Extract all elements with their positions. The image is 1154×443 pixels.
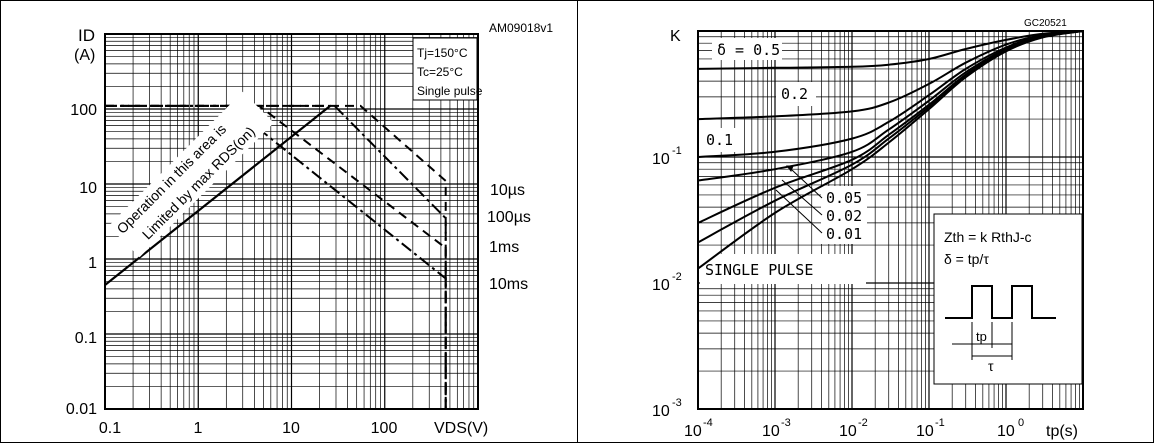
zth-xtick: 10 -1 <box>916 417 945 440</box>
zth-xtick: 10 -3 <box>762 417 791 440</box>
soa-condition-pulse: Single pulse <box>417 84 483 98</box>
zth-legend-bg <box>712 38 782 60</box>
zth-leader-arrow <box>785 165 794 172</box>
zth-leader-001 <box>775 189 823 234</box>
zth-ytick-exp: -2 <box>672 271 682 283</box>
zth-xtick-base: 10 <box>839 423 857 440</box>
zth-legend-bg <box>776 82 816 106</box>
soa-curve-label-1ms: 1ms <box>489 239 519 256</box>
zth-single-pulse-label: SINGLE PULSE <box>705 261 813 279</box>
zth-xtick-exp: -3 <box>781 417 791 429</box>
zth-legend-label-001: 0.01 <box>826 225 862 243</box>
zth-tp-label: tp <box>976 329 987 344</box>
soa-ytick: 0.01 <box>66 401 97 418</box>
zth-xtick-base: 10 <box>684 423 702 440</box>
zth-series-5 <box>697 30 1084 244</box>
soa-conditions-box <box>412 37 478 101</box>
soa-curve-label-100us: 100µs <box>487 209 531 226</box>
soa-xtick: 0.1 <box>99 420 121 437</box>
zth-formula: Zth = k RthJ-c δ = tp/τ tp τ <box>944 229 1056 374</box>
zth-legend-label-01: 0.1 <box>706 131 733 149</box>
zth-legend-label-002: 0.02 <box>826 207 862 225</box>
zth-ytick: 10 -1 <box>652 145 682 168</box>
zth-xtick-exp: -1 <box>935 417 945 429</box>
zth-series-6 <box>697 30 1084 270</box>
soa-plot-border <box>104 33 479 410</box>
soa-curve-label-10us: 10µs <box>490 182 525 199</box>
soa-xtick: 1 <box>194 420 203 437</box>
zth-ytick-base: 10 <box>652 277 670 294</box>
zth-ytick-base: 10 <box>652 403 670 420</box>
zth-formula-line1: Zth = k RthJ-c <box>944 229 1032 245</box>
soa-ytick: 10 <box>79 180 97 197</box>
zth-xtick-base: 10 <box>997 423 1015 440</box>
soa-series-0 <box>104 105 331 286</box>
soa-condition-tj: Tj=150°C <box>417 46 468 60</box>
zth-xtick: 10 0 <box>997 417 1024 440</box>
soa-ylabel: ID <box>78 26 95 45</box>
soa-ytick: 1 <box>88 255 97 272</box>
soa-series-4 <box>105 104 447 409</box>
soa-xtick: 100 <box>371 420 398 437</box>
zth-legend-label-02: 0.2 <box>781 85 808 103</box>
zth-legend-bg <box>701 128 737 152</box>
zth-formula-line2: δ = tp/τ <box>944 251 989 267</box>
zth-leader-002 <box>781 179 823 216</box>
zth-ytick: 10 -2 <box>652 271 682 294</box>
zth-single-pulse-bg <box>700 254 866 284</box>
zth-xtick-base: 10 <box>762 423 780 440</box>
soa-xlabel: VDS(V) <box>434 420 488 437</box>
zth-xtick-base: 10 <box>916 423 934 440</box>
zth-plot-border <box>697 30 1084 410</box>
zth-series-0 <box>697 30 1084 70</box>
zth-legend-bg <box>821 186 867 244</box>
soa-region-note: Operation in this area is Limited by max… <box>108 91 274 258</box>
zth-xtick: 10 -4 <box>684 417 713 440</box>
soa-condition-tc: Tc=25°C <box>417 65 463 79</box>
zth-legend-label-005: 0.05 <box>826 189 862 207</box>
zth-chart: K GC20521 δ = 0.5 0.2 0.1 0.05 0.02 0.01… <box>652 18 1084 440</box>
zth-ytick-exp: -3 <box>672 397 682 409</box>
zth-xtick-exp: -2 <box>858 417 868 429</box>
zth-legend-label-05: δ = 0.5 <box>717 41 780 59</box>
soa-ytick: 100 <box>70 102 97 119</box>
zth-xtick-exp: 0 <box>1018 417 1024 429</box>
soa-region-note-bg <box>108 91 274 258</box>
zth-xtick: 10 -2 <box>839 417 868 440</box>
zth-ytick: 10 -3 <box>652 397 682 420</box>
soa-chart: ID (A) AM09018v1 Tj=150°C Tc=25°C Single… <box>66 21 554 437</box>
zth-series-1 <box>697 30 1084 121</box>
zth-xtick-exp: -4 <box>703 417 713 429</box>
zth-ylabel: K <box>670 28 681 45</box>
zth-xlabel: tp(s) <box>1046 423 1078 440</box>
zth-leader-005 <box>791 169 823 199</box>
soa-ylabel-unit: (A) <box>74 47 95 64</box>
zth-leader-lines <box>775 165 823 234</box>
soa-curve-label-10ms: 10ms <box>489 276 528 293</box>
soa-xtick: 10 <box>282 420 300 437</box>
soa-ytick: 0.1 <box>75 330 97 347</box>
zth-pulse-train <box>945 285 1056 319</box>
zth-ytick-exp: -1 <box>672 145 682 157</box>
zth-curves <box>697 30 1084 270</box>
zth-tau-label: τ <box>988 358 994 374</box>
soa-code: AM09018v1 <box>489 21 553 35</box>
soa-series-2 <box>105 104 447 409</box>
zth-ytick-base: 10 <box>652 151 670 168</box>
zth-code: GC20521 <box>1024 18 1067 29</box>
